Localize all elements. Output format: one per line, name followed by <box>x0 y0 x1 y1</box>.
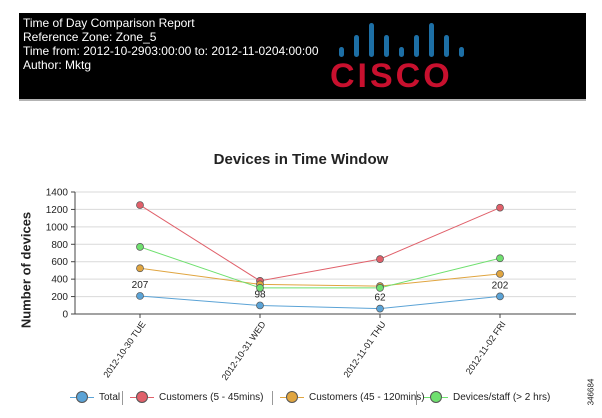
legend-item: Total <box>70 391 120 403</box>
y-tick-label: 1000 <box>46 222 69 233</box>
y-tick-label: 1200 <box>46 205 69 216</box>
series-line <box>139 295 501 310</box>
legend-line-icon <box>70 396 76 398</box>
cisco-logo-text: CISCO <box>330 57 453 95</box>
legend-line-icon <box>148 396 154 398</box>
data-point <box>376 255 384 263</box>
logo-bar <box>444 35 449 57</box>
legend-item: Customers (45 - 120mins) <box>280 391 425 403</box>
series-line <box>139 267 501 287</box>
x-tick-label: 2012-10-30 TUE <box>101 319 147 379</box>
line-chart: 0 200 400 600 800 1000 1200 1400 2012-10-30 TUE 2… <box>46 188 576 382</box>
legend-item: Devices/staff (> 2 hrs) <box>424 391 550 403</box>
legend-label: Customers (45 - 120mins) <box>309 391 425 403</box>
data-label: 202 <box>492 280 509 291</box>
legend-line-icon <box>88 396 94 398</box>
logo-bar <box>354 35 359 57</box>
series-line <box>139 246 501 289</box>
chart-legend: Total Customers (5 - 45mins) Customers (45… <box>70 391 590 405</box>
data-label: 62 <box>374 293 386 304</box>
chart-title: Devices in Time Window <box>213 151 389 168</box>
legend-line-icon <box>280 396 286 398</box>
time-range: Time from: 2012-10-2903:00:00 to: 2012-1… <box>23 44 319 58</box>
data-point <box>136 264 144 273</box>
legend-separator <box>272 391 273 405</box>
legend-label: Total <box>99 391 121 403</box>
legend-line-icon <box>442 396 448 398</box>
logo-bar <box>369 23 374 57</box>
logo-bar <box>399 47 404 57</box>
legend-item: Customers (5 - 45mins) <box>130 391 263 403</box>
legend-label: Customers (5 - 45mins) <box>159 391 264 403</box>
logo-bar <box>414 35 419 57</box>
data-point <box>136 201 144 209</box>
legend-separator <box>122 391 123 405</box>
legend-marker-icon <box>286 391 298 403</box>
data-label: 207 <box>132 280 149 291</box>
legend-marker-icon <box>76 391 88 403</box>
catalog-number: 346684 <box>586 378 596 406</box>
data-point <box>136 243 144 251</box>
y-tick-label: 800 <box>51 240 68 251</box>
logo-bar <box>429 23 434 57</box>
y-tick-label: 200 <box>51 292 68 303</box>
report-title: Time of Day Comparison Report <box>23 16 195 30</box>
x-tick-label: 2012-11-02 FRI <box>464 319 508 376</box>
data-label: 98 <box>254 289 266 300</box>
legend-line-icon <box>424 396 430 398</box>
reference-zone: Reference Zone: Zone_5 <box>23 30 157 44</box>
logo-bar <box>384 35 389 57</box>
series-line <box>139 204 501 282</box>
y-tick-label: 0 <box>62 310 68 321</box>
logo-bar <box>339 47 344 57</box>
legend-line-icon <box>298 396 304 398</box>
legend-marker-icon <box>136 391 148 403</box>
catalog-number-box: 346684 <box>585 372 597 412</box>
legend-label: Devices/staff (> 2 hrs) <box>453 391 551 403</box>
data-point <box>256 301 264 310</box>
x-tick-label: 2012-11-01 THU <box>341 319 387 379</box>
x-tick-label: 2012-10-31 WED <box>220 319 268 382</box>
report-header: Time of Day Comparison Report Reference … <box>19 13 586 99</box>
report-author: Author: Mktg <box>23 58 92 72</box>
data-point <box>136 292 144 300</box>
data-point <box>496 254 504 263</box>
legend-line-icon <box>130 396 136 398</box>
data-point <box>376 304 384 313</box>
legend-marker-icon <box>430 391 442 403</box>
data-point <box>496 270 504 278</box>
legend-separator <box>416 391 417 405</box>
logo-bar <box>459 47 464 57</box>
y-tick-label: 400 <box>51 275 68 286</box>
data-point <box>496 292 504 301</box>
header-divider <box>19 99 586 101</box>
y-tick-label: 1400 <box>46 188 69 199</box>
cisco-logo-icon <box>339 23 464 57</box>
data-point <box>496 203 504 212</box>
data-point <box>256 284 264 292</box>
y-tick-label: 600 <box>51 257 68 268</box>
data-point <box>376 284 384 292</box>
